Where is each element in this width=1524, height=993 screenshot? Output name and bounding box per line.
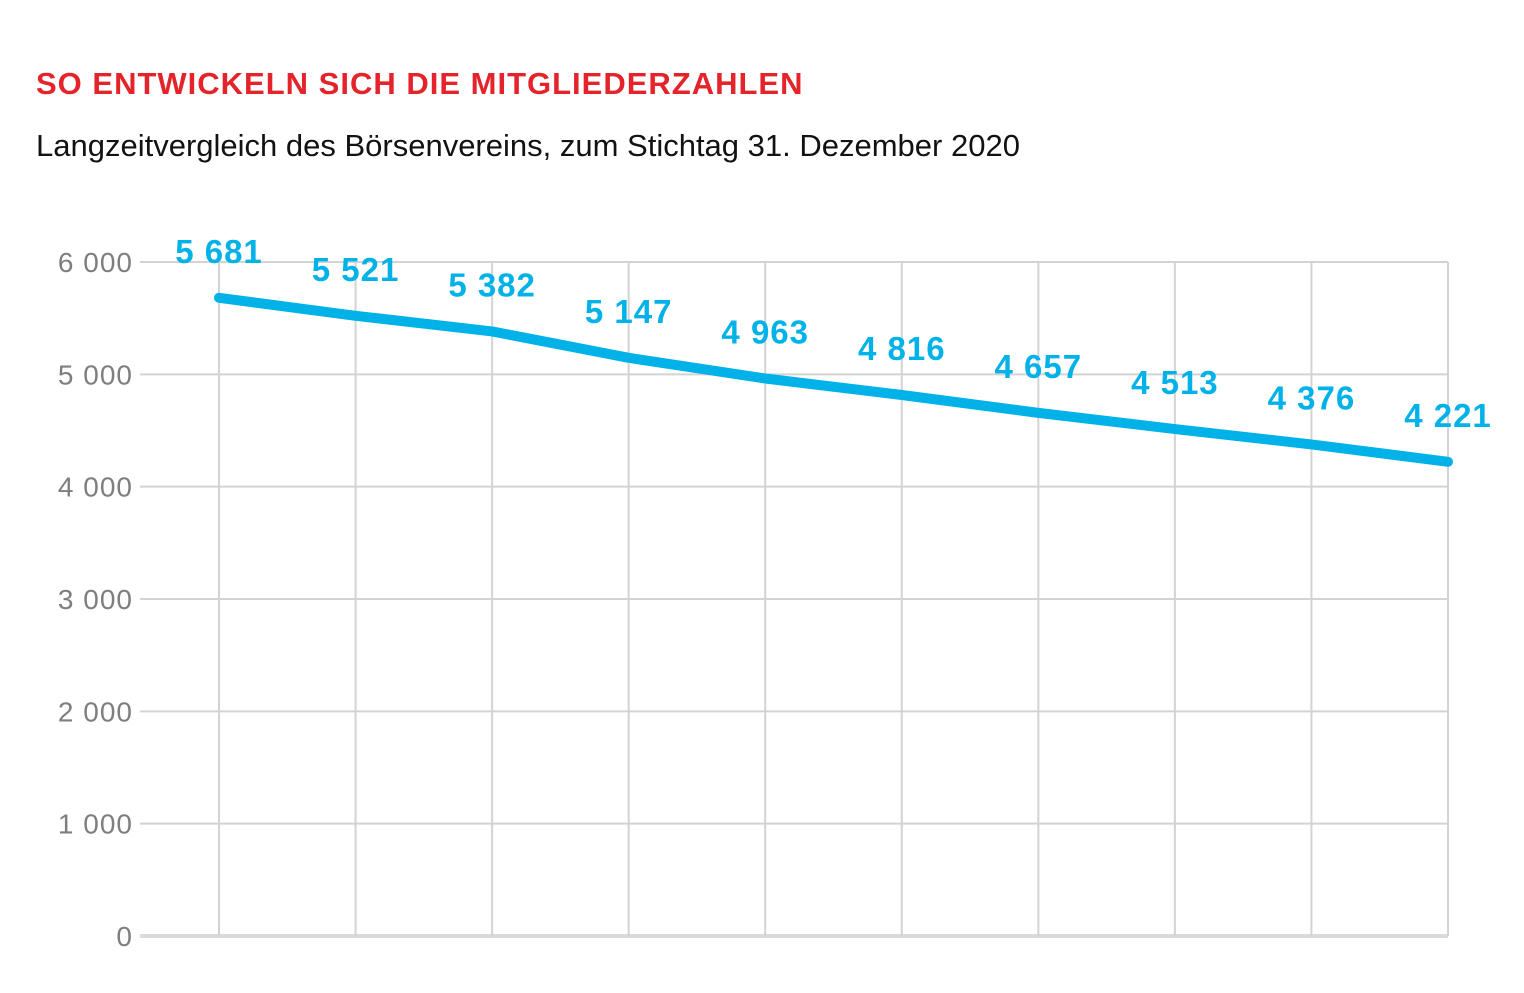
y-axis-tick-label: 5 000 [58,359,133,390]
point-value-label: 4 221 [1404,397,1492,434]
chart-title: SO ENTWICKELN SICH DIE MITGLIEDERZAHLEN [36,66,804,101]
y-axis-tick-label: 4 000 [58,472,133,503]
point-value-label: 5 147 [585,293,673,330]
y-axis-tick-label: 6 000 [58,247,133,278]
point-value-label: 4 376 [1268,379,1356,416]
chart-subtitle: Langzeitvergleich des Börsenvereins, zum… [36,128,1020,163]
membership-trend-line [214,292,1453,467]
point-value-label: 4 657 [995,348,1083,385]
point-value-label: 4 513 [1131,364,1219,401]
point-value-label: 5 521 [312,251,400,288]
y-axis-tick-label: 1 000 [58,809,133,840]
point-value-label: 5 681 [175,233,263,270]
point-value-label: 5 382 [448,266,536,303]
y-axis-tick-label: 0 [116,921,133,952]
point-value-label: 4 963 [721,313,809,350]
y-axis-tick-label: 2 000 [58,696,133,727]
y-axis-tick-label: 3 000 [58,584,133,615]
point-value-label: 4 816 [858,330,946,367]
